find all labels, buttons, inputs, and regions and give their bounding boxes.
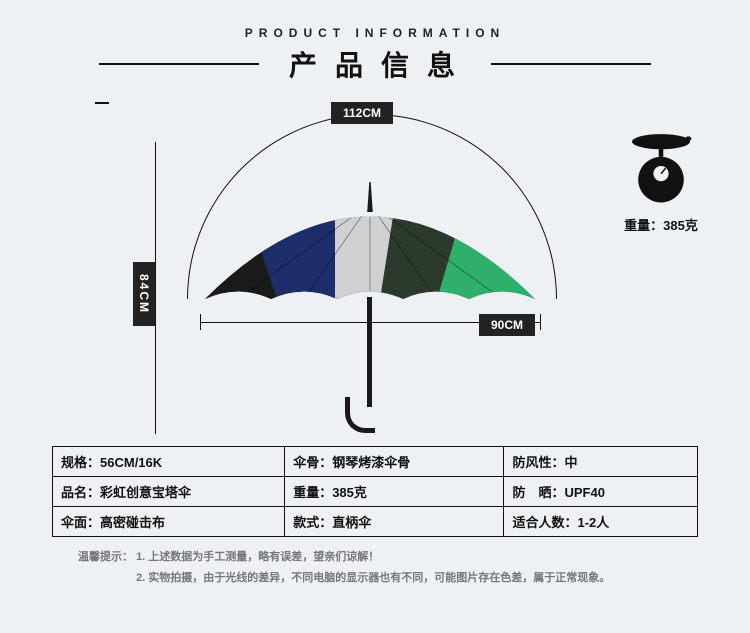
divider-right: [491, 63, 651, 65]
weight-label: 重量：: [624, 218, 663, 233]
table-row: 规格：56CM/16K 伞骨：钢琴烤漆伞骨 防风性：中: [53, 447, 698, 477]
table-row: 品名：彩虹创意宝塔伞 重量：385克 防 晒：UPF40: [53, 477, 698, 507]
scale-icon: [623, 128, 699, 204]
header: PRODUCT INFORMATION 产品信息: [0, 0, 750, 84]
weight-text: 重量：385克: [606, 215, 716, 234]
weight-value: 385克: [663, 218, 698, 233]
height-label: 84CM: [133, 262, 155, 326]
notes-prefix: 温馨提示：: [78, 551, 133, 563]
title-chinese: 产品信息: [259, 44, 491, 84]
umbrella-illustration: [205, 182, 535, 434]
table-row: 伞面：高密碰击布 款式：直柄伞 适合人数：1-2人: [53, 507, 698, 537]
divider-left: [99, 63, 259, 65]
umbrella-handle: [345, 397, 375, 433]
umbrella-canopy: [205, 204, 535, 299]
notes-line2: 2. 实物拍摄，由于光线的差异，不同电脑的显示器也有不同，可能图片存在色差，属于…: [136, 572, 610, 584]
title-row: 产品信息: [0, 44, 750, 84]
title-english: PRODUCT INFORMATION: [0, 26, 750, 40]
product-diagram: 112CM 90CM 84CM: [95, 102, 655, 442]
panel-4: [437, 204, 535, 299]
weight-indicator: 重量：385克: [606, 128, 716, 234]
height-bracket: [155, 142, 156, 434]
arc-length-label: 112CM: [331, 102, 393, 124]
notes: 温馨提示： 1. 上述数据为手工测量，略有误差，望亲们谅解！ 温馨提示： 2. …: [78, 547, 672, 589]
umbrella-pole: [367, 297, 372, 407]
notes-line1: 1. 上述数据为手工测量，略有误差，望亲们谅解！: [136, 551, 379, 563]
spec-table: 规格：56CM/16K 伞骨：钢琴烤漆伞骨 防风性：中 品名：彩虹创意宝塔伞 重…: [52, 446, 698, 537]
